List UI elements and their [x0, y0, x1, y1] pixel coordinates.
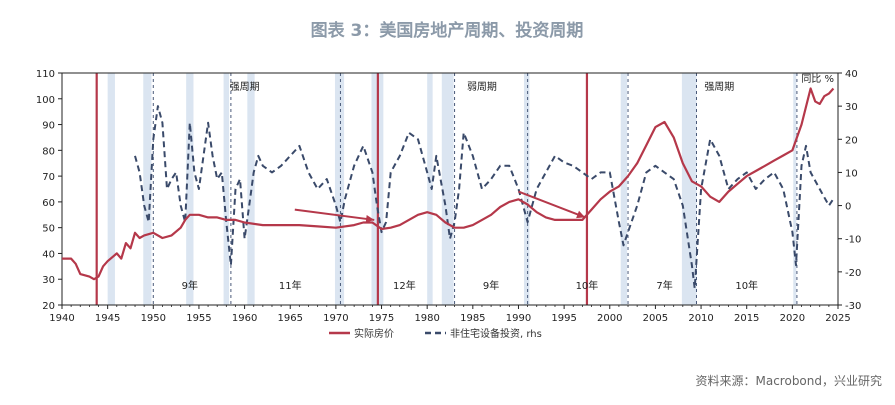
legend-label-investment: 非住宅设备投资, rhs: [450, 327, 542, 340]
x-tick-label: 1965: [278, 313, 303, 324]
x-tick-label: 1970: [323, 313, 348, 324]
x-tick-label: 2000: [597, 313, 622, 324]
y-right-axis-label: 同比 %: [801, 73, 834, 85]
cycle-duration-label: 7年: [656, 279, 672, 292]
y-left-tick-label: 90: [42, 121, 55, 132]
y-right-tick-label: 30: [845, 102, 858, 113]
plot-layer: 20 30 40 50 60 70 80 90 100 110 -30 -20 -10 0 10 20 30 40…: [36, 69, 861, 324]
recession-band: [223, 73, 230, 305]
x-tick-label: 2025: [825, 313, 850, 324]
y-right-tick-label: -20: [845, 268, 861, 279]
cycle-phase-label: 强周期: [230, 81, 260, 93]
recession-band: [681, 73, 697, 305]
y-right-tick-label: 0: [845, 202, 851, 213]
x-tick-label: 1960: [232, 313, 257, 324]
recession-band: [247, 73, 255, 305]
y-right-tick-label: 20: [845, 135, 858, 146]
y-left-tick-label: 100: [36, 95, 55, 106]
y-right-tick-label: 10: [845, 168, 858, 179]
x-tick-label: 2015: [734, 313, 759, 324]
y-left-tick-label: 50: [42, 224, 55, 235]
cycle-duration-label: 12年: [393, 279, 416, 292]
recession-band: [793, 73, 797, 305]
y-left-tick-label: 80: [42, 146, 55, 157]
x-tick-label: 2020: [780, 313, 805, 324]
x-tick-label: 1975: [369, 313, 394, 324]
x-tick-label: 2010: [688, 313, 713, 324]
x-tick-label: 1985: [460, 313, 485, 324]
trend-arrow-head: [365, 215, 375, 223]
recession-band: [143, 73, 152, 305]
recession-band: [523, 73, 530, 305]
y-left-tick-label: 110: [36, 69, 55, 80]
x-tick-label: 1955: [186, 313, 211, 324]
y-right-tick-label: -10: [845, 235, 861, 246]
plot-frame: [61, 72, 839, 306]
recession-band: [186, 73, 194, 305]
recession-band: [441, 73, 454, 305]
x-tick-label: 1990: [506, 313, 531, 324]
cycle-duration-label: 10年: [576, 279, 599, 292]
legend-label-house-price: 实际房价: [354, 327, 394, 340]
y-left-tick-label: 60: [42, 198, 55, 209]
x-tick-label: 1950: [141, 313, 166, 324]
chart-title: 图表 3：美国房地产周期、投资周期: [311, 20, 584, 41]
legend: 实际房价 非住宅设备投资, rhs: [329, 327, 542, 340]
cycle-duration-label: 9年: [182, 279, 198, 292]
source-note: 资料来源：Macrobond，兴业研究: [696, 373, 883, 388]
recession-band: [427, 73, 433, 305]
y-left-tick-label: 40: [42, 249, 55, 260]
cycle-duration-label: 9年: [483, 279, 499, 292]
trend-arrow-head: [576, 210, 586, 219]
cycle-phase-label: 弱周期: [467, 81, 497, 93]
series-house-price-line: [62, 87, 835, 281]
recession-band: [107, 73, 115, 305]
x-tick-label: 1980: [414, 313, 439, 324]
cycle-duration-label: 10年: [735, 279, 758, 292]
trend-arrow: [518, 190, 586, 219]
recession-band: [334, 73, 345, 305]
trend-arrow: [294, 208, 375, 221]
y-left-tick-label: 30: [42, 275, 55, 286]
y-right-tick-label: 40: [845, 69, 858, 80]
y-right-tick-label: -30: [845, 301, 861, 312]
cycle-phase-label: 强周期: [704, 81, 734, 93]
recession-band: [620, 73, 628, 305]
y-left-tick-label: 70: [42, 172, 55, 183]
x-tick-label: 1945: [95, 313, 120, 324]
series-investment-line: [134, 105, 835, 290]
x-tick-label: 2005: [643, 313, 668, 324]
x-tick-label: 1940: [49, 313, 74, 324]
cycle-duration-label: 11年: [279, 279, 302, 292]
y-left-tick-label: 20: [42, 301, 55, 312]
x-tick-label: 1995: [551, 313, 576, 324]
